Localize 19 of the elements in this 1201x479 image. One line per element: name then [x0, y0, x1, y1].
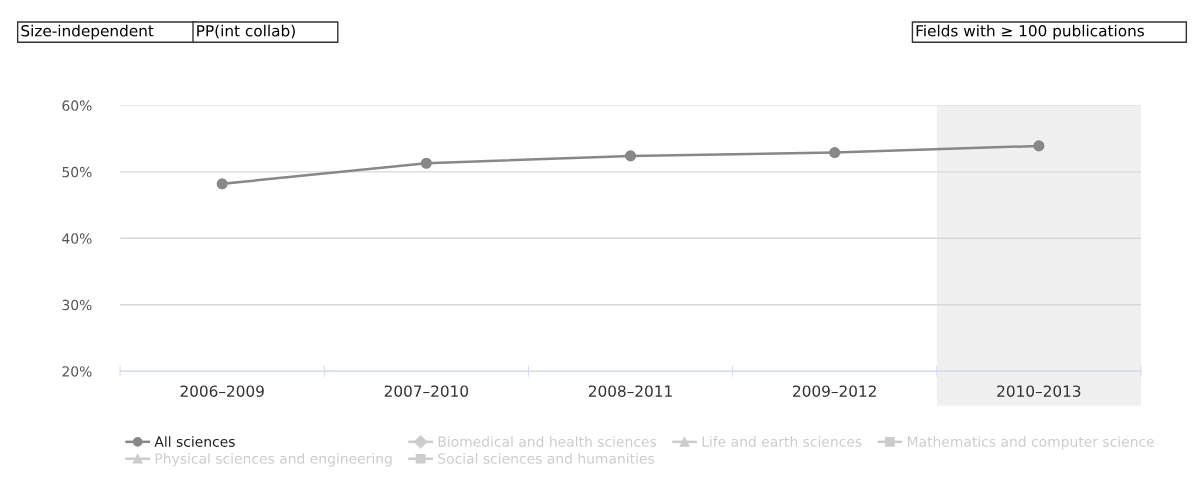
- point: [420, 157, 432, 169]
- x-tick-label: 2008–2011: [588, 385, 672, 397]
- y-tick-label: 60%: [62, 100, 92, 111]
- y-tick-label: 40%: [62, 233, 92, 244]
- text: PP(int collab): [197, 24, 295, 39]
- point: [624, 150, 637, 162]
- point: [1033, 140, 1045, 152]
- y-tick-label: 20%: [62, 366, 92, 377]
- text: Fields with ≥ 100 publications: [916, 24, 1144, 40]
- legend-label: All sciences: [154, 436, 235, 447]
- x-tick-label: 2007–2010: [384, 385, 469, 397]
- point: [829, 147, 841, 159]
- x-tick-label: 2009–2012: [793, 385, 876, 397]
- text: Size-independent: [21, 24, 154, 40]
- y-tick-label: 30%: [62, 299, 92, 311]
- x-tick-label: 2006–2009: [180, 385, 264, 397]
- y-tick-label: 50%: [62, 166, 92, 178]
- point: [216, 178, 228, 190]
- x-tick-label: 2010–2013: [997, 385, 1081, 397]
